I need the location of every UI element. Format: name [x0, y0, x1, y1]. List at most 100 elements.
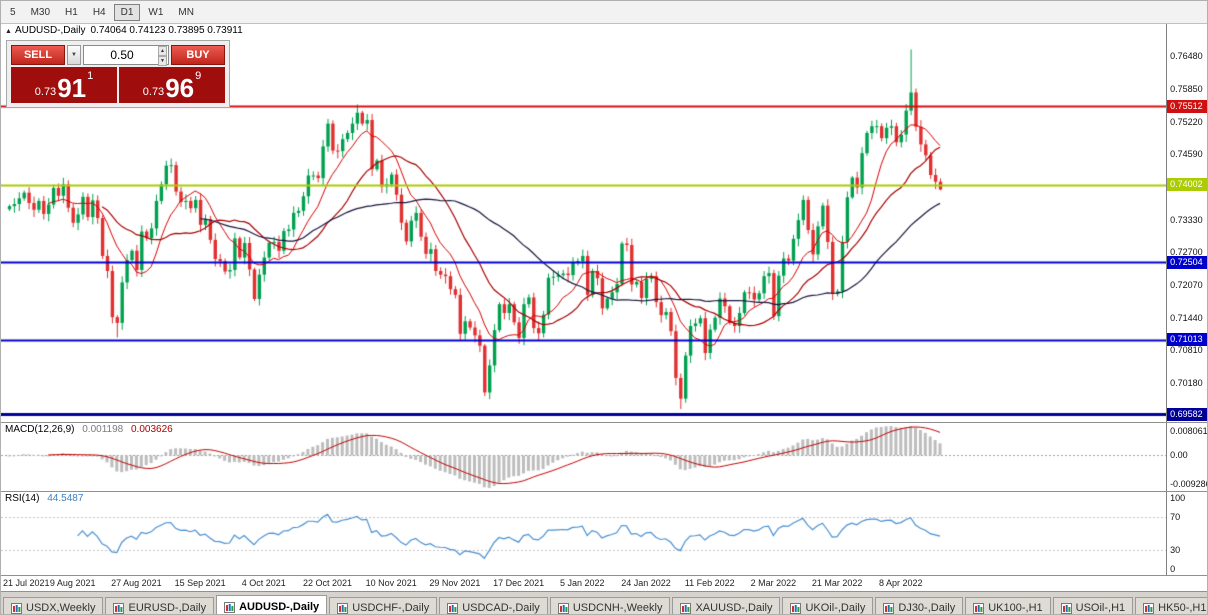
timeframe-button-m30[interactable]: M30 [24, 4, 57, 21]
tab-label: UK100-,H1 [988, 602, 1043, 614]
macd-main-value: 0.001198 [82, 424, 124, 435]
rsi-axis-label: 70 [1170, 511, 1181, 522]
time-axis-label: 21 Jul 2021 [3, 578, 50, 588]
tab-label: EURUSD-,Daily [128, 602, 207, 614]
timeframe-button-5[interactable]: 5 [3, 4, 23, 21]
timeframe-toolbar: 5 M30 H1 H4 D1 W1 MN [1, 1, 1207, 24]
timeframe-button-mn[interactable]: MN [171, 4, 201, 21]
chart-icon [11, 602, 22, 614]
time-axis[interactable]: 21 Jul 2021 9 Aug 2021 27 Aug 2021 15 Sep 2… [1, 576, 1207, 591]
tab-label: USDCAD-,Daily [462, 602, 540, 614]
rsi-header: RSI(14) 44.5487 [5, 493, 83, 504]
timeframe-button-w1[interactable]: W1 [141, 4, 170, 21]
price-line-badge[interactable]: 0.72504 [1167, 255, 1207, 269]
volume-increase-button[interactable]: ▲ [158, 46, 167, 56]
tab-label: AUDUSD-,Daily [239, 601, 320, 613]
chart-tab-dj30daily[interactable]: DJ30-,Daily [875, 597, 964, 614]
chart-collapse-icon[interactable]: ▲ [5, 28, 12, 35]
price-chart-plot[interactable]: ▲ AUDUSD-,Daily 0.74064 0.74123 0.73895 0.… [1, 24, 1167, 422]
rsi-plot[interactable]: RSI(14) 44.5487 [1, 492, 1167, 575]
price-axis[interactable]: 0.764800.758500.752200.745900.739600.733… [1166, 24, 1207, 422]
volume-input[interactable] [84, 46, 168, 64]
volume-decrease-button[interactable]: ▼ [158, 56, 167, 66]
sell-price-point: 1 [87, 70, 94, 82]
macd-canvas[interactable] [1, 423, 1167, 491]
time-axis-label: 24 Jan 2022 [621, 578, 671, 588]
time-axis-label: 22 Oct 2021 [302, 578, 353, 588]
time-axis-label: 29 Nov 2021 [429, 578, 481, 588]
chart-tab-ukoildaily[interactable]: UKOil-,Daily [782, 597, 874, 614]
price-tick-label: 0.76480 [1170, 51, 1203, 62]
price-tick-label: 0.75850 [1170, 83, 1203, 94]
chart-tab-usdcnhweekly[interactable]: USDCNH-,Weekly [549, 597, 671, 614]
buy-price-display[interactable]: 0.73 96 9 [119, 67, 225, 103]
time-axis-label: 27 Aug 2021 [111, 578, 162, 588]
chevron-down-icon: ▼ [71, 52, 77, 58]
chart-symbol-period: AUDUSD-,Daily [14, 25, 86, 36]
chart-icon [557, 602, 569, 614]
price-chart-panel: ▲ AUDUSD-,Daily 0.74064 0.74123 0.73895 0.… [1, 24, 1207, 423]
timeframe-button-h4[interactable]: H4 [86, 4, 113, 21]
timeframe-button-h1[interactable]: H1 [58, 4, 85, 21]
chart-tab-eurusddaily[interactable]: EURUSD-,Daily [105, 597, 215, 614]
rsi-indicator-panel: RSI(14) 44.5487 100 70 30 0 [1, 492, 1207, 576]
buy-price-pips: 96 [165, 73, 195, 103]
chart-tab-uk100h1[interactable]: UK100-,H1 [965, 597, 1051, 614]
chart-tab-usoilh1[interactable]: USOil-,H1 [1052, 597, 1134, 614]
price-tick-label: 0.73330 [1170, 214, 1203, 225]
tab-label: USOil-,H1 [1075, 602, 1126, 614]
buy-price-point: 9 [195, 70, 202, 82]
chart-tab-usdcaddaily[interactable]: USDCAD-,Daily [439, 597, 548, 614]
time-axis-label: 17 Dec 2021 [493, 578, 545, 588]
chart-icon [883, 602, 895, 614]
timeframe-button-d1[interactable]: D1 [113, 3, 141, 21]
time-axis-label: 2 Mar 2022 [750, 578, 797, 588]
time-axis-corner [1167, 576, 1207, 591]
rsi-value: 44.5487 [47, 493, 84, 504]
chart-icon [224, 601, 236, 613]
tab-label: USDCNH-,Weekly [572, 602, 663, 614]
tab-label: HK50-,H1 [1158, 602, 1207, 614]
chart-icon [790, 602, 802, 614]
time-axis-label: 10 Nov 2021 [365, 578, 417, 588]
macd-axis-max-label: 0.008061 [1170, 426, 1207, 436]
rsi-axis-label: 0 [1170, 564, 1176, 574]
price-line-badge[interactable]: 0.75512 [1167, 99, 1207, 113]
trade-prices-row: 0.73 91 1 0.73 96 9 [11, 67, 225, 103]
price-line-badge[interactable]: 0.74002 [1167, 178, 1207, 192]
macd-axis[interactable]: 0.008061 0.00 -0.009286 [1166, 423, 1207, 491]
chart-tab-audusddaily[interactable]: AUDUSD-,Daily [216, 595, 328, 614]
price-tick-label: 0.70810 [1170, 345, 1203, 356]
sell-price-prefix: 0.73 [34, 86, 57, 98]
time-axis-labels: 21 Jul 2021 9 Aug 2021 27 Aug 2021 15 Sep 2… [1, 576, 1167, 591]
sell-price-display[interactable]: 0.73 91 1 [11, 67, 117, 103]
rsi-axis-label: 100 [1170, 493, 1186, 503]
rsi-canvas[interactable] [1, 492, 1167, 575]
rsi-axis[interactable]: 100 70 30 0 [1166, 492, 1207, 575]
buy-button[interactable]: BUY [171, 45, 225, 65]
trade-buttons-row: SELL ▼ ▲ ▼ BUY [11, 45, 225, 66]
trade-options-dropdown[interactable]: ▼ [67, 45, 81, 65]
chart-tab-xauusddaily[interactable]: XAUUSD-,Daily [672, 597, 781, 614]
tab-label: DJ30-,Daily [898, 602, 956, 614]
chart-tab-hk50h1[interactable]: HK50-,H1 [1135, 597, 1207, 614]
chart-ohlc-values: 0.74064 0.74123 0.73895 0.73911 [90, 25, 243, 36]
chart-tab-usdchfdaily[interactable]: USDCHF-,Daily [329, 597, 438, 614]
time-axis-label: 15 Sep 2021 [174, 578, 226, 588]
chart-tabs: USDX,Weekly EURUSD-,Daily AUDUSD-,Daily USD… [1, 591, 1207, 614]
chart-tab-usdxweekly[interactable]: USDX,Weekly [3, 597, 104, 614]
tab-label: USDX,Weekly [26, 602, 96, 614]
price-line-badge[interactable]: 0.69582 [1167, 407, 1207, 421]
macd-signal-value: 0.003626 [131, 424, 173, 435]
sell-button[interactable]: SELL [11, 45, 65, 65]
macd-plot[interactable]: MACD(12,26,9) 0.001198 0.003626 [1, 423, 1167, 491]
chart-icon [337, 602, 349, 614]
time-axis-label: 9 Aug 2021 [49, 578, 96, 588]
chart-icon [973, 602, 985, 614]
price-line-badge[interactable]: 0.71013 [1167, 333, 1207, 347]
rsi-label: RSI(14) [5, 493, 40, 504]
macd-header: MACD(12,26,9) 0.001198 0.003626 [5, 424, 173, 435]
price-tick-label: 0.74590 [1170, 149, 1203, 160]
chart-title-bar: ▲ AUDUSD-,Daily 0.74064 0.74123 0.73895 0.… [5, 25, 243, 36]
time-axis-label: 21 Mar 2022 [811, 578, 863, 588]
